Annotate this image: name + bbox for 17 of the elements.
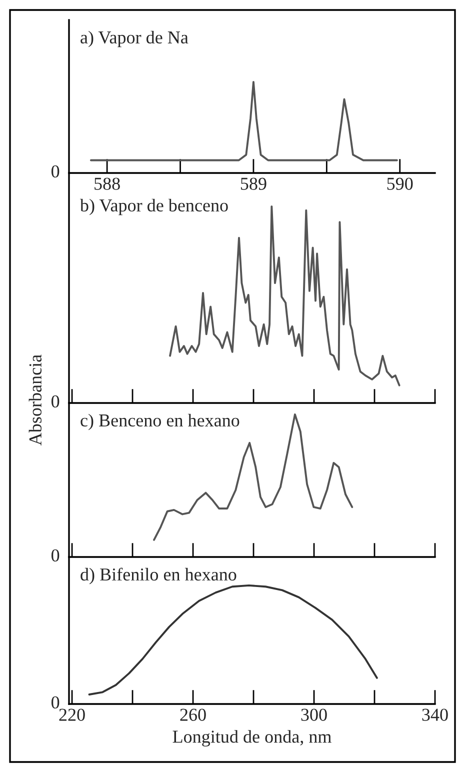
x-tick-label: 340 [422, 708, 448, 721]
chart-title: b) Vapor de benceno [80, 198, 228, 216]
x-tick-label: 300 [301, 708, 327, 721]
x-tick-label: 589 [240, 178, 266, 190]
x-tick-label: 588 [94, 178, 120, 190]
text: 0 [52, 165, 60, 178]
text: 0 [52, 549, 60, 562]
chart-title: c) Benceno en hexano [80, 414, 240, 430]
chart-title: d) Bifenilo en hexano [80, 568, 236, 584]
x-axis-title: Longitud de onda, nm [172, 730, 332, 747]
x-tick-label: 220 [59, 708, 85, 721]
x-tick-label: 590 [387, 178, 413, 190]
text: 0 [52, 395, 60, 408]
text: 0 [52, 696, 60, 709]
chart-title: a) Vapor de Na [80, 30, 188, 48]
x-tick-label: 260 [180, 708, 206, 721]
y-axis-title: Absorbancia [28, 354, 42, 446]
